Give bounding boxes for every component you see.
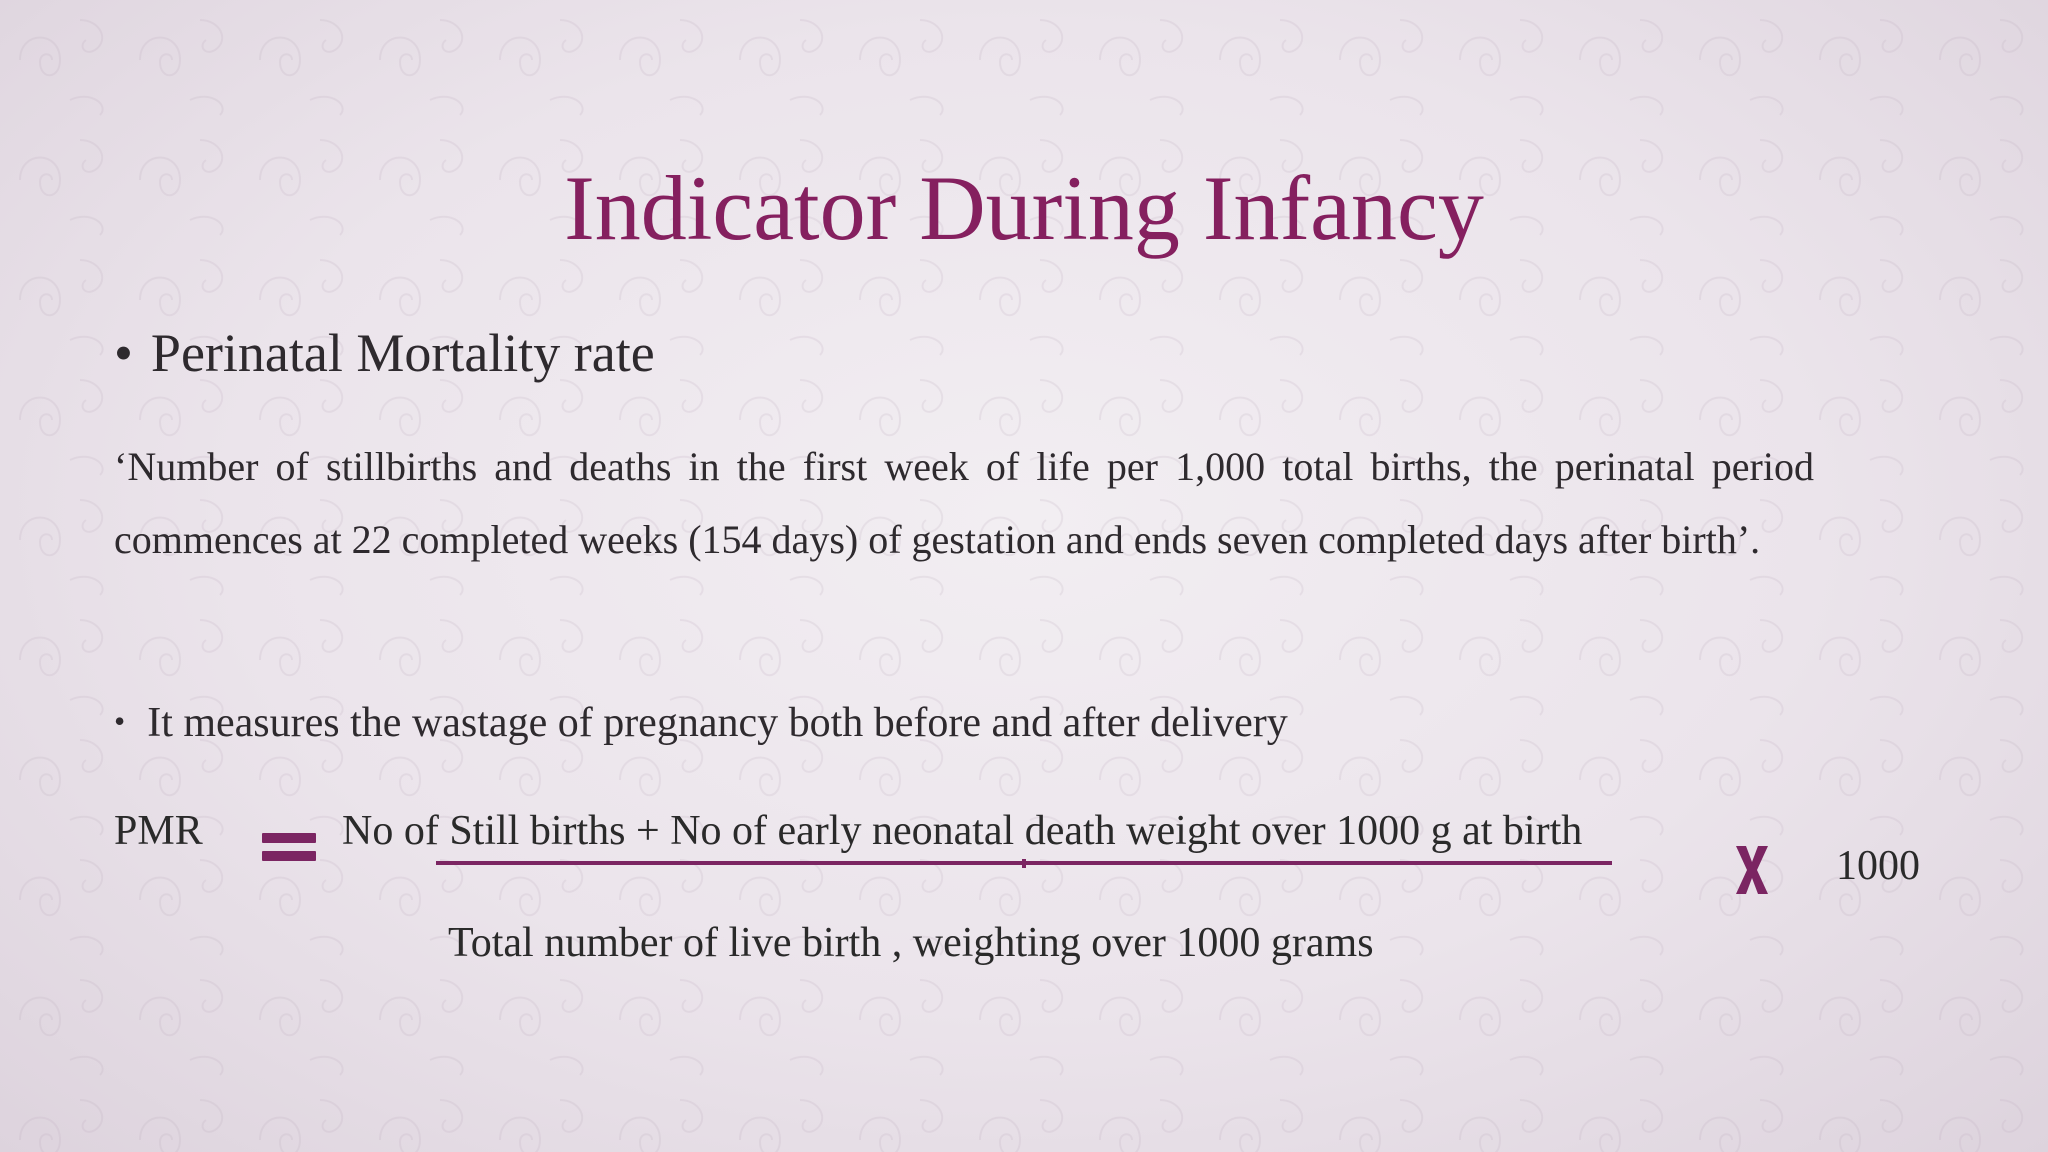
bullet-marker: • [114,703,126,739]
bullet-text: Perinatal Mortality rate [150,323,655,383]
slide-title: Indicator During Infancy [564,157,1484,259]
fraction-bar-tick [1022,859,1026,868]
bullet-text: It measures the wastage of pregnancy bot… [147,700,1288,746]
bullet-wastage: • It measures the wastage of pregnancy bo… [114,693,1288,751]
multiply-icon [1736,846,1768,894]
definition-paragraph: ‘Number of stillbirths and deaths in the… [114,444,1814,562]
equals-icon [262,833,316,861]
formula-numerator: No of Still births + No of early neonata… [342,808,1583,854]
formula-multiplier: 1000 [1836,843,1920,889]
bullet-marker: • [114,323,133,383]
bullet-perinatal-mortality-rate: • Perinatal Mortality rate [114,318,655,388]
formula-denominator: Total number of live birth , weighting o… [448,920,1374,966]
formula-label: PMR [114,808,203,854]
